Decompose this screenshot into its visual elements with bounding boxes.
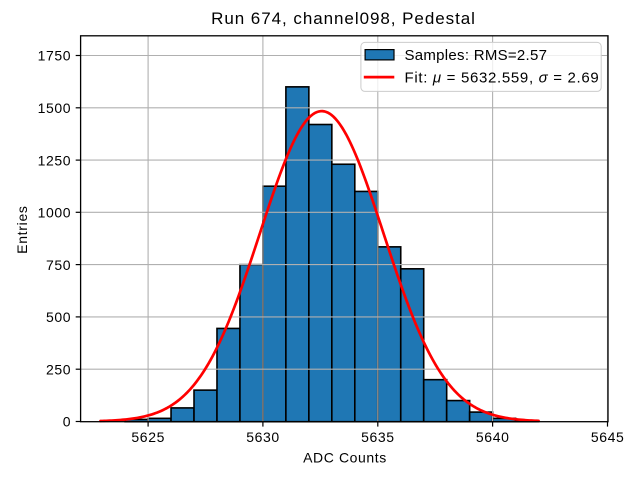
svg-text:5625: 5625 bbox=[131, 429, 165, 445]
svg-text:5645: 5645 bbox=[591, 429, 625, 445]
svg-text:1250: 1250 bbox=[38, 152, 72, 168]
svg-text:1750: 1750 bbox=[38, 48, 72, 64]
svg-text:0: 0 bbox=[63, 414, 71, 430]
svg-text:250: 250 bbox=[46, 361, 71, 377]
svg-text:5630: 5630 bbox=[246, 429, 280, 445]
svg-text:Run 674, channel098, Pedestal: Run 674, channel098, Pedestal bbox=[211, 9, 476, 28]
svg-text:ADC Counts: ADC Counts bbox=[303, 450, 387, 466]
svg-text:Entries: Entries bbox=[14, 205, 30, 253]
svg-text:500: 500 bbox=[46, 309, 71, 325]
svg-text:1500: 1500 bbox=[38, 100, 72, 116]
svg-text:1000: 1000 bbox=[38, 205, 72, 221]
svg-text:Fit: μ = 5632.559, σ = 2.69: Fit: μ = 5632.559, σ = 2.69 bbox=[405, 69, 600, 86]
svg-text:Samples: RMS=2.57: Samples: RMS=2.57 bbox=[405, 47, 548, 64]
svg-text:5640: 5640 bbox=[476, 429, 510, 445]
svg-text:5635: 5635 bbox=[361, 429, 395, 445]
svg-text:750: 750 bbox=[46, 257, 71, 273]
